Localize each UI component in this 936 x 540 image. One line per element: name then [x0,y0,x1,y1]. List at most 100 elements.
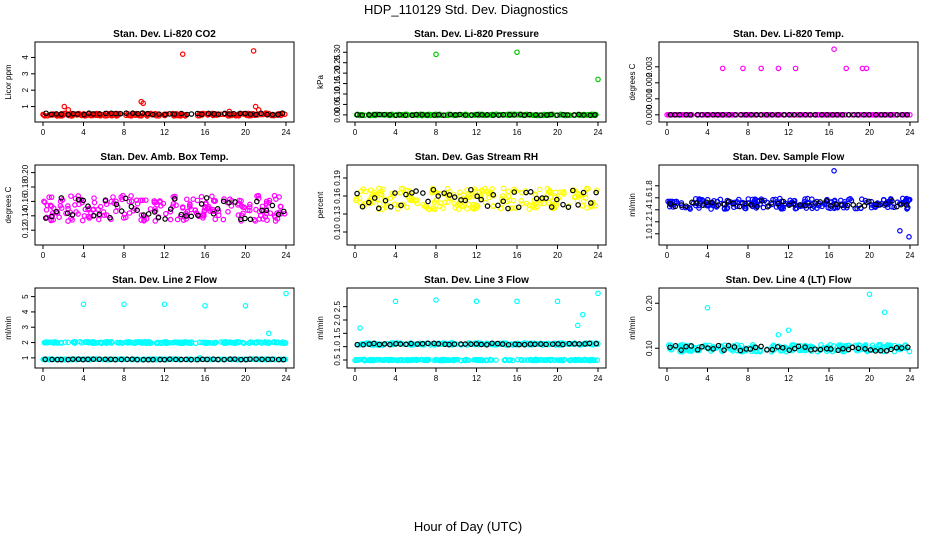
data-point [487,111,494,118]
data-point [413,356,420,363]
data-point [489,340,495,347]
data-point [77,356,84,363]
data-point [211,198,218,205]
data-point [490,192,497,198]
x-tick-label: 8 [746,251,751,260]
data-point [904,198,910,205]
data-point [144,110,151,117]
data-point [117,110,124,117]
x-tick-label: 20 [241,128,250,137]
chart-panel-6: Stan. Dev. Sample Flow ml/min 0 4 8 12 16 20 24 1… [628,152,919,260]
x-tick-label: 4 [705,251,710,260]
data-point [267,210,274,216]
figure-xlabel: Hour of Day (UTC) [414,519,522,534]
data-point [62,339,68,345]
data-point [134,356,140,363]
data-point [150,111,156,118]
y-tick-label: 3 [21,71,30,76]
data-point [183,213,189,219]
data-point [58,195,65,201]
data-point [96,356,103,363]
data-point [446,189,453,195]
data-point [791,112,798,118]
data-point [536,186,543,193]
data-point [398,356,405,363]
data-point [118,356,125,363]
data-point [471,186,478,192]
data-point [378,191,385,198]
data-point [532,112,539,118]
data-point-outlier [595,290,601,297]
data-point [418,356,425,363]
data-point [824,198,830,204]
data-point [353,195,360,202]
data-point [96,211,103,218]
data-point [50,205,57,211]
data-point [533,356,540,363]
y-tick-label: 5 [21,294,30,299]
data-point [391,201,398,208]
data-point [183,216,189,222]
data-point [527,189,534,195]
data-point [359,112,366,118]
data-point [806,202,813,209]
data-point [478,196,484,203]
data-point [705,345,711,351]
series-all [40,48,288,119]
data-point [791,345,798,352]
data-point [438,200,444,206]
x-tick-label: 16 [201,251,210,260]
x-tick-label: 16 [513,374,522,383]
data-point-outlier [65,107,72,113]
data-point [165,339,171,346]
data-point [408,340,414,347]
data-point [524,112,530,118]
data-point [505,188,511,195]
x-tick-label: 0 [41,374,46,383]
data-point [371,195,378,201]
data-point [113,201,120,208]
data-point [544,185,551,192]
data-point [840,345,846,352]
data-point [238,356,244,363]
data-point [151,209,158,215]
data-point [540,200,547,207]
x-tick-label: 20 [865,251,874,260]
data-point [170,201,177,207]
data-point [166,356,173,362]
x-tick-label: 16 [201,374,210,383]
data-point [545,356,551,363]
x-tick-label: 8 [122,251,127,260]
data-point [837,197,844,204]
data-point [485,190,492,197]
data-point [428,112,434,118]
data-point [90,212,97,219]
data-point [725,198,732,204]
data-point [457,111,463,118]
data-point [259,356,265,363]
data-point [445,199,451,205]
data-point [381,341,388,347]
data-point [102,110,109,117]
data-point [247,356,253,362]
x-tick-label: 12 [160,128,169,137]
data-point [43,110,49,117]
data-point [850,202,857,208]
data-point [188,356,195,363]
data-point [275,211,282,218]
data-point [65,339,71,346]
y-tick-label: 2 [21,340,30,345]
data-point [408,197,415,204]
data-point [802,196,808,202]
data-point [906,348,913,355]
panel-title: Stan. Dev. Amb. Box Temp. [100,152,228,163]
data-point [241,340,247,347]
data-point [359,203,366,210]
data-point [903,202,910,208]
data-point [543,195,549,201]
data-point-outlier [252,103,259,110]
data-point-outlier [61,103,68,110]
x-tick-label: 0 [353,251,358,260]
data-point [481,112,488,119]
x-tick-label: 20 [241,374,250,383]
